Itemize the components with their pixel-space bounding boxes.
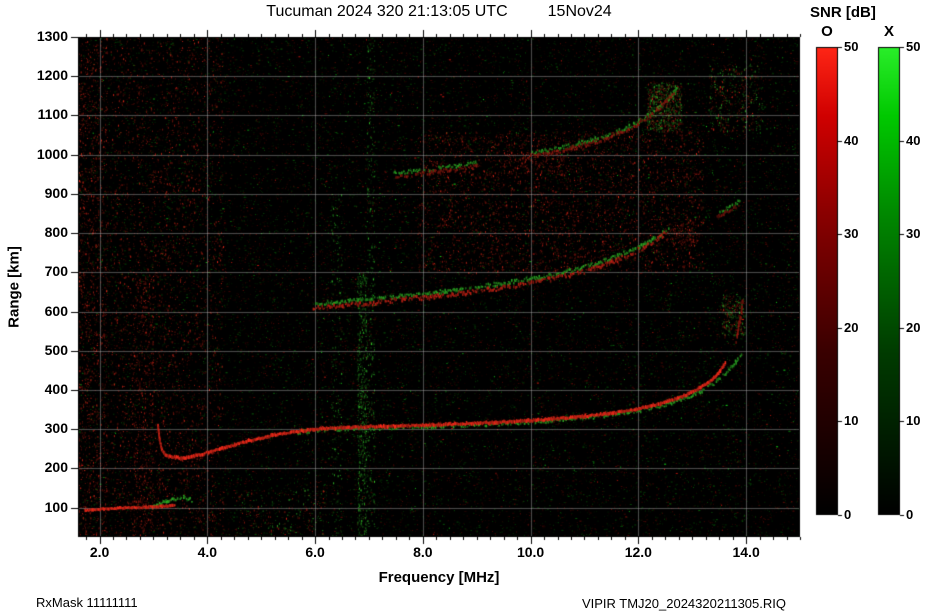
colorbar-tick-label: 10 [906,413,921,429]
colorbar-tick-label: 40 [844,132,859,148]
y-tick-label: 700 [44,263,68,280]
colorbar-tick-label: 20 [906,319,921,335]
y-tick-label: 1100 [37,106,68,123]
x-tick-label: 8.0 [413,544,433,560]
date-label: 15Nov24 [547,3,612,20]
colorbar-x-mode-label: X [883,23,894,40]
x-tick-label: 10.0 [516,544,545,560]
colorbar-title: SNR [dB] [810,4,876,21]
y-tick-label: 1300 [36,28,68,44]
colorbar-tick-label: 40 [906,132,921,148]
colorbar-tick-label: 20 [844,319,859,335]
colorbar-tick-label: 50 [906,39,921,54]
y-tick-label: 300 [44,420,68,437]
x-tick-label: 14.0 [732,544,760,560]
x-tick-label: 12.0 [624,544,652,560]
colorbar-tick-label: 50 [844,39,859,54]
colorbar-tick-label: 30 [906,226,921,242]
y-tick-label: 1200 [36,67,68,84]
y-tick-label: 200 [44,459,68,476]
page-title: Tucuman 2024 320 21:13:05 UTC [266,3,508,20]
y-tick-label: 400 [44,380,68,397]
title-row: Tucuman 2024 320 21:13:05 UTC 15Nov24 [78,3,800,21]
colorbar-tick-label: 30 [844,226,859,242]
y-tick-label: 1000 [36,145,68,162]
file-id-label: VIPIR TMJ20_2024320211305.RIQ [581,596,786,611]
y-tick-label: 900 [44,184,68,201]
colorbar-o-mode-label: O [821,23,833,40]
y-tick-label: 100 [44,498,68,515]
rx-mask-label: RxMask 11111111 [36,595,138,610]
x-tick-label: 4.0 [197,544,218,560]
colorbar-tick-label: 10 [844,413,859,429]
colorbar-tick-label: 0 [906,507,914,522]
x-tick-label: 2.0 [89,544,110,560]
y-tick-label: 500 [44,341,68,358]
y-tick-label: 600 [44,302,68,319]
y-tick-label: 800 [44,224,68,241]
colorbar-tick-label: 0 [844,507,852,522]
x-tick-label: 6.0 [305,544,325,560]
x-axis-label: Frequency [MHz] [378,569,500,586]
